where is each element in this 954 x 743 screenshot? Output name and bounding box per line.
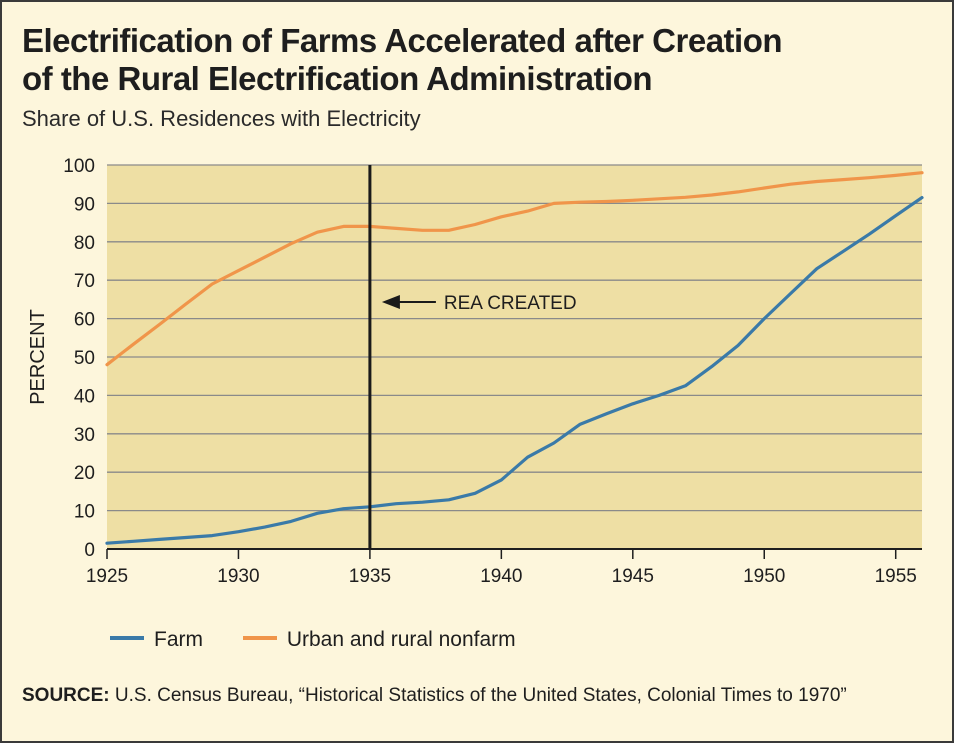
series-line-nonfarm	[105, 171, 924, 367]
x-tick-label: 1930	[217, 566, 259, 587]
y-tick-label: 100	[63, 156, 95, 177]
series-line-farm	[105, 196, 924, 545]
y-axis-title: PERCENT	[27, 309, 49, 405]
x-tick-label: 1955	[875, 566, 917, 587]
y-tick-label: 60	[74, 310, 95, 331]
rea-arrow-head	[381, 295, 400, 309]
legend-item-farm: Farm	[110, 628, 203, 652]
x-tick-label: 1945	[612, 566, 654, 587]
legend-swatch-farm	[110, 636, 144, 641]
legend: Farm Urban and rural nonfarm	[110, 628, 550, 652]
y-tick-label: 0	[84, 540, 95, 561]
source-label: SOURCE:	[22, 685, 110, 706]
y-tick-label: 90	[74, 194, 95, 215]
chart-title-line-2: of the Rural Electrification Administrat…	[22, 60, 653, 97]
legend-swatch-nonfarm	[242, 636, 277, 641]
y-tick-label: 40	[74, 386, 95, 407]
y-tick-label: 50	[74, 348, 95, 369]
y-tick-label: 20	[74, 463, 95, 484]
y-tick-label: 80	[74, 233, 95, 254]
legend-item-nonfarm: Urban and rural nonfarm	[242, 628, 516, 652]
x-tick-label: 1925	[86, 566, 128, 587]
y-tick-label: 70	[74, 271, 95, 292]
x-tick-label: 1935	[349, 566, 391, 587]
chart-title-line-1: Electrification of Farms Accelerated aft…	[22, 22, 783, 59]
y-tick-label: 30	[74, 425, 95, 446]
chart-subtitle: Share of U.S. Residences with Electricit…	[22, 106, 421, 131]
source-text: U.S. Census Bureau, “Historical Statisti…	[114, 685, 847, 706]
x-tick-label: 1940	[480, 566, 522, 587]
y-tick-label: 10	[74, 502, 95, 523]
rea-annotation-label: REA CREATED	[444, 293, 577, 314]
legend-label-nonfarm: Urban and rural nonfarm	[286, 628, 516, 651]
legend-label-farm: Farm	[154, 628, 203, 651]
x-tick-label: 1950	[743, 566, 785, 587]
chart-title: Electrification of Farms Accelerated aft…	[22, 22, 922, 98]
source-note: SOURCE: U.S. Census Bureau, “Historical …	[22, 685, 847, 707]
